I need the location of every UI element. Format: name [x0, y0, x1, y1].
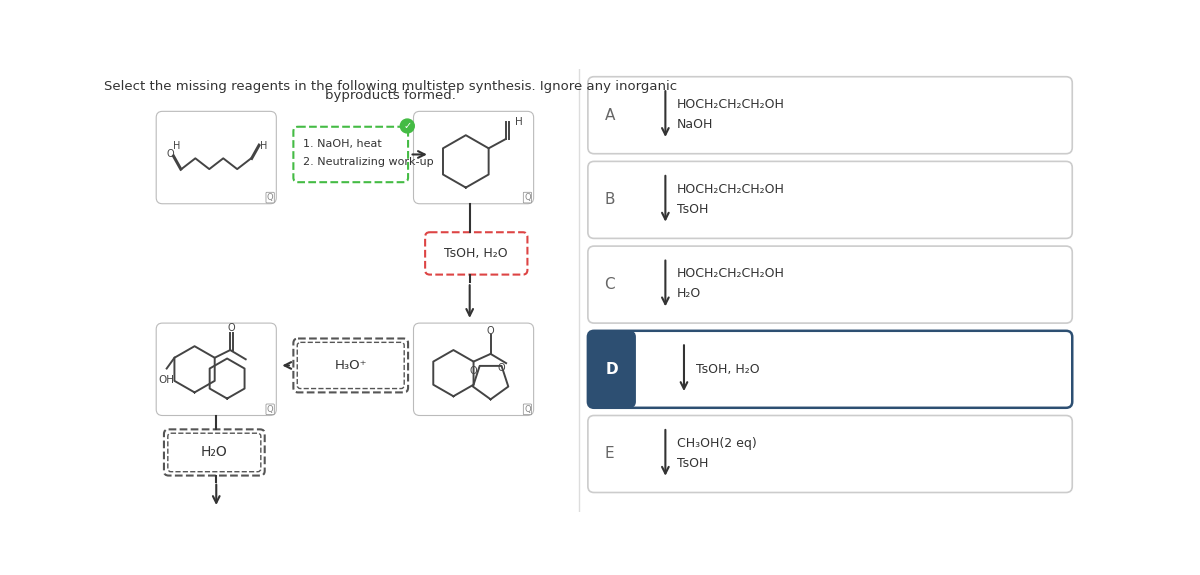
Text: byproducts formed.: byproducts formed.	[325, 89, 456, 102]
Text: TsOH: TsOH	[677, 457, 708, 470]
Text: H₃O⁺: H₃O⁺	[335, 359, 367, 372]
FancyBboxPatch shape	[164, 430, 265, 476]
FancyBboxPatch shape	[588, 331, 636, 408]
FancyBboxPatch shape	[588, 331, 1073, 408]
Text: Q: Q	[266, 405, 274, 414]
FancyBboxPatch shape	[168, 433, 260, 472]
Text: Q: Q	[266, 193, 274, 202]
Text: O: O	[498, 363, 505, 373]
Text: Q: Q	[524, 405, 530, 414]
FancyBboxPatch shape	[588, 76, 1073, 154]
Text: H: H	[260, 141, 268, 151]
FancyBboxPatch shape	[425, 232, 528, 275]
Text: 2. Neutralizing work-up: 2. Neutralizing work-up	[302, 157, 433, 167]
FancyBboxPatch shape	[298, 342, 404, 389]
Text: D: D	[606, 362, 618, 377]
FancyBboxPatch shape	[293, 126, 408, 182]
Text: TsOH: TsOH	[677, 202, 708, 216]
Text: H₂O: H₂O	[200, 446, 228, 459]
Text: O: O	[487, 326, 494, 336]
Text: A: A	[605, 108, 614, 122]
Text: HOCH₂CH₂CH₂OH: HOCH₂CH₂CH₂OH	[677, 267, 785, 281]
FancyBboxPatch shape	[414, 112, 534, 204]
Text: Q: Q	[524, 193, 530, 202]
Circle shape	[401, 119, 414, 133]
FancyBboxPatch shape	[414, 323, 534, 416]
Text: OH: OH	[158, 375, 175, 385]
Text: H: H	[515, 117, 523, 127]
Text: TsOH, H₂O: TsOH, H₂O	[696, 363, 760, 376]
Text: O: O	[167, 149, 174, 159]
FancyBboxPatch shape	[156, 112, 276, 204]
Text: H₂O: H₂O	[677, 288, 701, 300]
Text: 1. NaOH, heat: 1. NaOH, heat	[302, 139, 382, 149]
FancyBboxPatch shape	[293, 339, 408, 392]
Text: C: C	[605, 277, 614, 292]
FancyBboxPatch shape	[588, 246, 1073, 323]
Text: Select the missing reagents in the following multistep synthesis. Ignore any ino: Select the missing reagents in the follo…	[103, 80, 677, 93]
Text: O: O	[228, 324, 235, 334]
Text: HOCH₂CH₂CH₂OH: HOCH₂CH₂CH₂OH	[677, 98, 785, 111]
FancyBboxPatch shape	[156, 323, 276, 416]
Text: CH₃OH(2 eq): CH₃OH(2 eq)	[677, 437, 757, 450]
Text: E: E	[605, 447, 614, 462]
FancyBboxPatch shape	[588, 162, 1073, 239]
Text: HOCH₂CH₂CH₂OH: HOCH₂CH₂CH₂OH	[677, 183, 785, 196]
Text: ✓: ✓	[403, 121, 412, 131]
Text: H: H	[173, 141, 180, 151]
FancyBboxPatch shape	[588, 416, 1073, 493]
Text: B: B	[605, 193, 614, 208]
Text: TsOH, H₂O: TsOH, H₂O	[444, 247, 508, 260]
Text: NaOH: NaOH	[677, 118, 713, 131]
Text: O: O	[469, 366, 476, 376]
